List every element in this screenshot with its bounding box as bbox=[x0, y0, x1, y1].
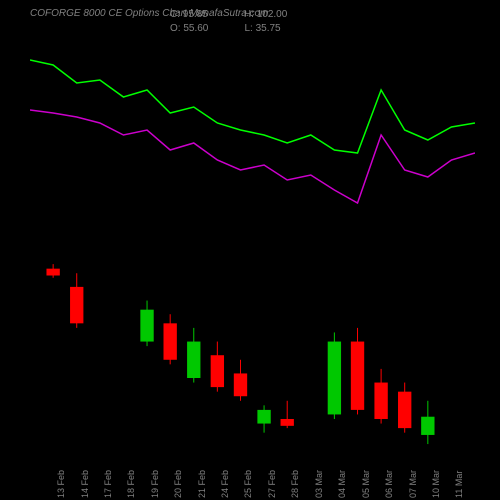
candle-body bbox=[328, 342, 341, 415]
candle-body bbox=[374, 383, 387, 419]
line-purple bbox=[30, 110, 475, 203]
candle-body bbox=[351, 342, 364, 410]
x-axis-label: 11 Mar bbox=[454, 471, 464, 498]
x-axis-label: 05 Mar bbox=[361, 470, 371, 498]
x-axis-label: 04 Mar bbox=[337, 470, 347, 498]
chart-container: COFORGE 8000 CE Options Chart MunafaSutr… bbox=[0, 0, 500, 500]
candle-body bbox=[164, 323, 177, 359]
candle-body bbox=[257, 410, 270, 424]
x-axis-label: 17 Feb bbox=[103, 470, 113, 498]
candle-body bbox=[70, 287, 83, 323]
x-axis-label: 07 Mar bbox=[408, 470, 418, 498]
x-axis-label: 06 Mar bbox=[384, 470, 394, 498]
candle-body bbox=[234, 373, 247, 396]
candle-body bbox=[421, 417, 434, 435]
candle-body bbox=[140, 310, 153, 342]
x-axis-label: 10 Mar bbox=[431, 470, 441, 498]
x-axis-label: 14 Feb bbox=[80, 470, 90, 498]
x-axis-label: 20 Feb bbox=[173, 470, 183, 498]
x-axis-label: 19 Feb bbox=[150, 470, 160, 498]
ohlc-readout: C: 95.85 H: 102.00 O: 55.60 L: 35.75 bbox=[170, 8, 287, 36]
x-axis-label: 24 Feb bbox=[220, 470, 230, 498]
candle-body bbox=[187, 342, 200, 378]
candle-body bbox=[46, 269, 59, 276]
x-axis-label: 28 Feb bbox=[290, 470, 300, 498]
x-axis-label: 25 Feb bbox=[243, 470, 253, 498]
candle-body bbox=[211, 355, 224, 387]
line-green bbox=[30, 60, 475, 153]
chart-svg bbox=[30, 35, 475, 460]
x-axis-label: 18 Feb bbox=[126, 470, 136, 498]
candle-body bbox=[281, 419, 294, 426]
x-axis-label: 27 Feb bbox=[267, 470, 277, 498]
x-axis-label: 21 Feb bbox=[197, 470, 207, 498]
x-axis-label: 03 Mar bbox=[314, 470, 324, 498]
candle-body bbox=[398, 392, 411, 428]
x-axis-label: 13 Feb bbox=[56, 470, 66, 498]
